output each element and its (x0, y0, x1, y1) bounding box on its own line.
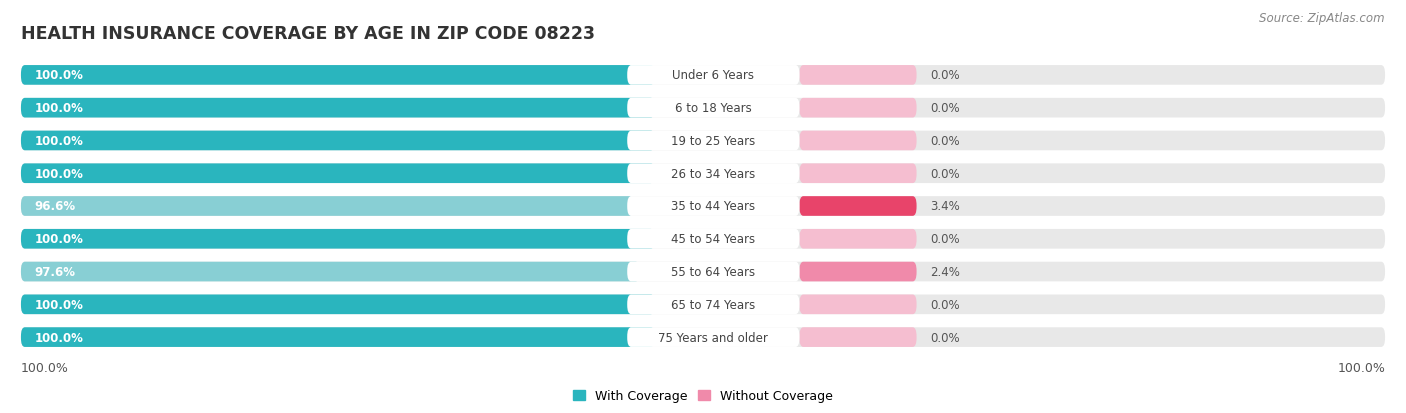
Text: 100.0%: 100.0% (35, 331, 83, 344)
Text: 100.0%: 100.0% (35, 167, 83, 180)
FancyBboxPatch shape (627, 164, 800, 184)
FancyBboxPatch shape (21, 66, 1385, 85)
FancyBboxPatch shape (627, 99, 800, 118)
FancyBboxPatch shape (21, 99, 1385, 118)
FancyBboxPatch shape (800, 99, 917, 118)
Text: 100.0%: 100.0% (1337, 361, 1385, 374)
Text: 0.0%: 0.0% (931, 331, 960, 344)
Text: 55 to 64 Years: 55 to 64 Years (671, 266, 755, 278)
FancyBboxPatch shape (627, 131, 800, 151)
FancyBboxPatch shape (800, 164, 917, 184)
Text: 65 to 74 Years: 65 to 74 Years (671, 298, 755, 311)
Text: Under 6 Years: Under 6 Years (672, 69, 755, 82)
FancyBboxPatch shape (627, 262, 800, 282)
FancyBboxPatch shape (800, 229, 917, 249)
Text: 100.0%: 100.0% (35, 102, 83, 115)
FancyBboxPatch shape (21, 295, 655, 314)
FancyBboxPatch shape (21, 262, 640, 282)
Text: 100.0%: 100.0% (21, 361, 69, 374)
Text: HEALTH INSURANCE COVERAGE BY AGE IN ZIP CODE 08223: HEALTH INSURANCE COVERAGE BY AGE IN ZIP … (21, 25, 595, 43)
FancyBboxPatch shape (800, 131, 917, 151)
FancyBboxPatch shape (627, 229, 800, 249)
Text: 2.4%: 2.4% (931, 266, 960, 278)
FancyBboxPatch shape (21, 328, 655, 347)
FancyBboxPatch shape (800, 262, 917, 282)
Text: 100.0%: 100.0% (35, 233, 83, 246)
FancyBboxPatch shape (800, 295, 917, 314)
FancyBboxPatch shape (21, 262, 1385, 282)
FancyBboxPatch shape (800, 197, 917, 216)
FancyBboxPatch shape (627, 66, 800, 85)
FancyBboxPatch shape (21, 99, 655, 118)
Text: 100.0%: 100.0% (35, 69, 83, 82)
FancyBboxPatch shape (21, 229, 655, 249)
FancyBboxPatch shape (21, 66, 655, 85)
Text: 0.0%: 0.0% (931, 135, 960, 147)
Text: 35 to 44 Years: 35 to 44 Years (671, 200, 755, 213)
Text: 6 to 18 Years: 6 to 18 Years (675, 102, 752, 115)
Text: 75 Years and older: 75 Years and older (658, 331, 768, 344)
FancyBboxPatch shape (21, 328, 1385, 347)
Text: 100.0%: 100.0% (35, 135, 83, 147)
FancyBboxPatch shape (800, 66, 917, 85)
FancyBboxPatch shape (800, 328, 917, 347)
FancyBboxPatch shape (21, 131, 655, 151)
Text: 96.6%: 96.6% (35, 200, 76, 213)
Text: 26 to 34 Years: 26 to 34 Years (671, 167, 755, 180)
Text: Source: ZipAtlas.com: Source: ZipAtlas.com (1260, 12, 1385, 25)
FancyBboxPatch shape (21, 164, 655, 184)
Legend: With Coverage, Without Coverage: With Coverage, Without Coverage (568, 385, 838, 408)
Text: 0.0%: 0.0% (931, 102, 960, 115)
FancyBboxPatch shape (21, 131, 1385, 151)
Text: 0.0%: 0.0% (931, 233, 960, 246)
Text: 0.0%: 0.0% (931, 298, 960, 311)
FancyBboxPatch shape (627, 295, 800, 314)
Text: 19 to 25 Years: 19 to 25 Years (671, 135, 755, 147)
FancyBboxPatch shape (627, 197, 800, 216)
Text: 0.0%: 0.0% (931, 69, 960, 82)
FancyBboxPatch shape (21, 229, 1385, 249)
FancyBboxPatch shape (21, 197, 1385, 216)
Text: 100.0%: 100.0% (35, 298, 83, 311)
FancyBboxPatch shape (21, 197, 633, 216)
Text: 45 to 54 Years: 45 to 54 Years (671, 233, 755, 246)
Text: 3.4%: 3.4% (931, 200, 960, 213)
FancyBboxPatch shape (627, 328, 800, 347)
FancyBboxPatch shape (21, 164, 1385, 184)
Text: 0.0%: 0.0% (931, 167, 960, 180)
FancyBboxPatch shape (21, 295, 1385, 314)
Text: 97.6%: 97.6% (35, 266, 76, 278)
